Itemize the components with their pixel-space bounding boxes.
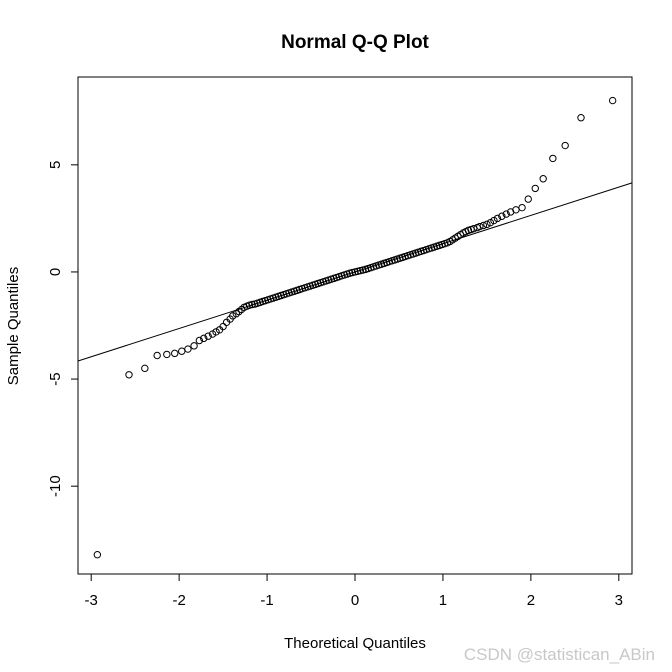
qq-point	[190, 342, 198, 350]
x-tick-label: 1	[439, 592, 447, 609]
qq-point	[93, 551, 102, 559]
y-axis-label: Sample Quantiles	[5, 267, 22, 385]
qq-point	[141, 364, 149, 373]
qq-point	[163, 350, 171, 359]
qq-point	[248, 300, 256, 309]
y-tick-label: 0	[47, 268, 64, 276]
qq-point	[518, 203, 526, 212]
qq-point	[200, 334, 208, 343]
qq-point	[204, 332, 212, 340]
qq-point	[502, 210, 510, 218]
reference-line-group	[77, 182, 633, 362]
x-tick-label: 3	[615, 592, 623, 609]
x-axis: -3 -2 -1 0 1 2 3	[85, 573, 623, 609]
qq-point	[479, 221, 488, 230]
y-tick-label: -10	[47, 475, 64, 497]
x-tick-label: -2	[172, 592, 185, 609]
qq-point	[561, 141, 569, 150]
qq-point	[531, 184, 539, 193]
qq-point	[549, 154, 557, 163]
qq-point	[171, 349, 179, 358]
plot-box	[77, 76, 633, 575]
qq-point	[608, 96, 617, 105]
x-tick-label: -3	[85, 592, 98, 609]
qq-point	[125, 371, 133, 379]
y-tick-label: 5	[47, 161, 64, 169]
x-tick-label: 0	[351, 592, 359, 609]
qq-point	[483, 220, 491, 229]
x-tick-label: -1	[260, 592, 273, 609]
x-tick-label: 2	[527, 592, 535, 609]
qq-point	[524, 195, 532, 203]
qq-point	[178, 347, 186, 355]
qq-point	[539, 175, 547, 183]
y-axis: -10 -5 0 5	[47, 161, 79, 497]
points-group	[93, 96, 617, 559]
qq-point	[184, 345, 192, 353]
qq-point	[512, 206, 520, 214]
qq-point	[493, 214, 502, 223]
qq-reference-line	[77, 182, 633, 362]
qq-point	[577, 114, 585, 122]
qq-point	[153, 351, 161, 360]
qq-point	[195, 336, 204, 345]
qq-point	[498, 212, 506, 220]
y-tick-label: -5	[47, 372, 64, 385]
qq-point	[476, 222, 484, 231]
x-axis-label: Theoretical Quantiles	[284, 635, 426, 652]
watermark-text: CSDN @statistican_ABin	[464, 645, 655, 664]
chart-title: Normal Q-Q Plot	[281, 32, 429, 53]
